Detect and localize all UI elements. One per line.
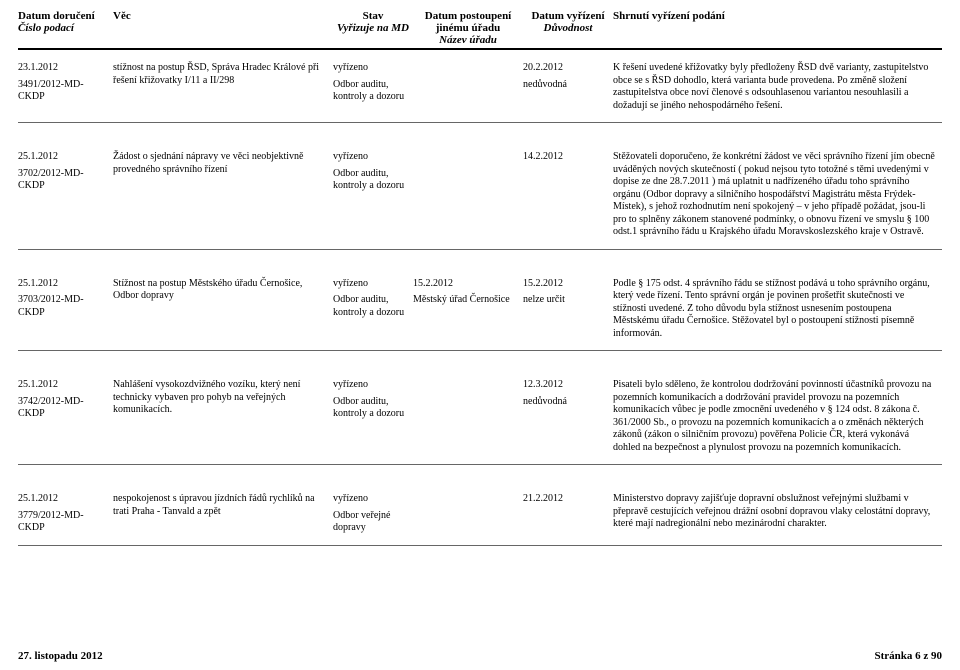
cell-posturad: Městský úřad Černošice xyxy=(413,294,517,307)
cell-cislo: 3491/2012-MD-CKDP xyxy=(18,79,107,104)
cell-stav: vyřízeno xyxy=(333,493,407,506)
cell-cislo: 3702/2012-MD-CKDP xyxy=(18,168,107,193)
cell-shrnuti: Stěžovateli doporučeno, že konkrétní žád… xyxy=(613,151,942,239)
cell-shrnuti: Pisateli bylo sděleno, že kontrolou dodr… xyxy=(613,379,942,454)
row-gap xyxy=(18,355,942,373)
footer-page: Stránka 6 z 90 xyxy=(874,650,942,662)
cell-stav: vyřízeno xyxy=(333,379,407,392)
hdr-shrnuti: Shrnutí vyřízení podání xyxy=(613,10,942,22)
table-row: 23.1.2012 3491/2012-MD-CKDPstížnost na po… xyxy=(18,56,942,123)
cell-vyrizuje: Odbor veřejné dopravy xyxy=(333,510,407,535)
hdr-cislo: Číslo podací xyxy=(18,22,113,34)
cell-vyrdate: 14.2.2012 xyxy=(523,151,607,164)
hdr-vyrizuje: Vyřizuje na MD xyxy=(333,22,413,34)
cell-vyrdate: 15.2.2012 xyxy=(523,278,607,291)
cell-duvod: nedůvodná xyxy=(523,396,607,409)
row-gap xyxy=(18,254,942,272)
cell-date: 23.1.2012 xyxy=(18,62,107,75)
hdr-vec: Věc xyxy=(113,10,325,22)
row-gap xyxy=(18,127,942,145)
cell-shrnuti: Podle § 175 odst. 4 správního řádu se st… xyxy=(613,278,942,341)
page-footer: 27. listopadu 2012 Stránka 6 z 90 xyxy=(18,650,942,662)
cell-duvod: nelze určit xyxy=(523,294,607,307)
rows-container: 23.1.2012 3491/2012-MD-CKDPstížnost na po… xyxy=(18,56,942,546)
cell-date: 25.1.2012 xyxy=(18,278,107,291)
table-row: 25.1.2012 3742/2012-MD-CKDPNahlášení vyso… xyxy=(18,373,942,465)
cell-vec: Nahlášení vysokozdvižného vozíku, který … xyxy=(113,379,333,454)
hdr-postdate: Datum postoupení jinému úřadu xyxy=(413,10,523,34)
cell-postdate: 15.2.2012 xyxy=(413,278,517,291)
cell-vyrdate: 12.3.2012 xyxy=(523,379,607,392)
cell-vyrizuje: Odbor auditu, kontroly a dozoru xyxy=(333,168,407,193)
cell-vyrizuje: Odbor auditu, kontroly a dozoru xyxy=(333,79,407,104)
cell-vyrdate: 21.2.2012 xyxy=(523,493,607,506)
cell-duvod: nedůvodná xyxy=(523,79,607,92)
cell-date: 25.1.2012 xyxy=(18,493,107,506)
cell-cislo: 3779/2012-MD-CKDP xyxy=(18,510,107,535)
cell-vec: Stížnost na postup Městského úřadu Černo… xyxy=(113,278,333,341)
cell-stav: vyřízeno xyxy=(333,62,407,75)
cell-stav: vyřízeno xyxy=(333,151,407,164)
cell-vec: stížnost na postup ŘSD, Správa Hradec Kr… xyxy=(113,62,333,112)
table-row: 25.1.2012 3779/2012-MD-CKDPnespokojenost … xyxy=(18,487,942,546)
cell-vyrdate: 20.2.2012 xyxy=(523,62,607,75)
cell-date: 25.1.2012 xyxy=(18,151,107,164)
cell-shrnuti: K řešení uvedené křižovatky byly předlož… xyxy=(613,62,942,112)
cell-vyrizuje: Odbor auditu, kontroly a dozoru xyxy=(333,294,407,319)
cell-vec: nespokojenost s úpravou jízdních řádů ry… xyxy=(113,493,333,535)
hdr-stav: Stav xyxy=(333,10,413,22)
footer-date: 27. listopadu 2012 xyxy=(18,650,103,662)
cell-shrnuti: Ministerstvo dopravy zajišťuje dopravní … xyxy=(613,493,942,535)
cell-cislo: 3742/2012-MD-CKDP xyxy=(18,396,107,421)
hdr-vyrdate: Datum vyřízení xyxy=(523,10,613,22)
hdr-posturad: Název úřadu xyxy=(413,34,523,46)
row-gap xyxy=(18,469,942,487)
cell-vec: Žádost o sjednání nápravy ve věci neobje… xyxy=(113,151,333,239)
hdr-duvod: Důvodnost xyxy=(523,22,613,34)
cell-stav: vyřízeno xyxy=(333,278,407,291)
hdr-date: Datum doručení xyxy=(18,10,113,22)
table-row: 25.1.2012 3702/2012-MD-CKDPŽádost o sjedn… xyxy=(18,145,942,250)
cell-cislo: 3703/2012-MD-CKDP xyxy=(18,294,107,319)
cell-date: 25.1.2012 xyxy=(18,379,107,392)
table-row: 25.1.2012 3703/2012-MD-CKDPStížnost na po… xyxy=(18,272,942,352)
table-header: Datum doručení Číslo podací Věc Stav Vyř… xyxy=(18,10,942,50)
cell-vyrizuje: Odbor auditu, kontroly a dozoru xyxy=(333,396,407,421)
